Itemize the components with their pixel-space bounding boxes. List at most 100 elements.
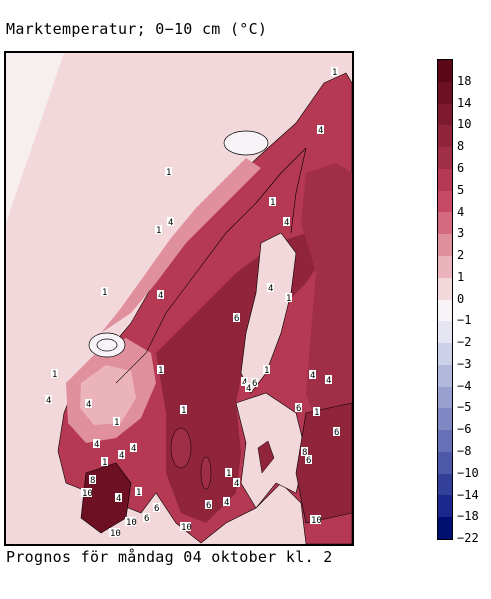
legend-label: −4 — [457, 378, 472, 393]
isotherm-label: 4 — [131, 444, 136, 454]
legend-swatch — [438, 255, 452, 279]
isotherm-label-bg — [157, 290, 164, 299]
cold-peak — [88, 332, 126, 358]
legend-label: −22 — [457, 531, 479, 546]
isotherm-label-bg — [331, 67, 338, 76]
isotherm-label-bg — [333, 427, 340, 436]
isotherm-label-bg — [205, 500, 212, 509]
isotherm-label-bg — [51, 369, 58, 378]
isotherm-label-bg — [301, 447, 308, 456]
legend-swatch — [438, 473, 452, 496]
legend-swatch — [438, 60, 452, 83]
isotherm-label-bg — [125, 517, 136, 526]
isotherm-label: 4 — [246, 384, 251, 394]
isotherm-label: 4 — [94, 440, 99, 450]
isotherm-label: 4 — [86, 400, 91, 410]
legend-label: 18 — [457, 73, 472, 88]
legend-swatch — [438, 451, 452, 475]
isotherm-label-bg — [113, 417, 120, 426]
isotherm-label-bg — [155, 225, 162, 234]
isotherm-label-bg — [153, 503, 160, 512]
isotherm-label: 1 — [158, 366, 163, 376]
lake-vattern — [200, 456, 212, 490]
baltic-states — [295, 402, 352, 524]
isotherm-label: 10 — [110, 529, 121, 539]
isotherm-label: 10 — [126, 518, 137, 528]
isotherm-label-bg — [285, 293, 292, 302]
isotherm-label: 1 — [156, 226, 161, 236]
isotherm-label-bg — [295, 403, 302, 412]
cold-peak-contour — [96, 338, 118, 352]
isotherm-label: 1 — [136, 488, 141, 498]
isotherm-label: 1 — [52, 370, 57, 380]
lake-vanern — [170, 427, 192, 469]
legend-swatch — [438, 147, 452, 170]
legend-label: 2 — [457, 248, 465, 263]
border-norway-sweden — [115, 147, 307, 384]
isotherm-label: 4 — [46, 396, 51, 406]
isotherm-label: 4 — [119, 451, 124, 461]
isotherm-label-bg — [165, 167, 172, 176]
border-sweden-finland — [290, 147, 307, 234]
legend-label: 10 — [457, 117, 472, 132]
legend-label: 8 — [457, 139, 465, 154]
legend-swatch — [438, 408, 452, 431]
gotland-island — [257, 440, 275, 474]
isotherm-label-bg — [45, 395, 52, 404]
legend-label: 5 — [457, 182, 465, 197]
isotherm-label-bg — [251, 378, 258, 387]
isotherm-label-bg — [101, 287, 108, 296]
isotherm-label-bg — [109, 528, 120, 537]
legend-label: −3 — [457, 356, 472, 371]
isotherm-label-bg — [167, 217, 174, 226]
isotherm-label-bg — [269, 197, 276, 206]
isotherm-label-bg — [245, 383, 252, 392]
legend-label: −1 — [457, 313, 472, 328]
finland-interior — [301, 163, 352, 473]
isotherm-label: 4 — [234, 479, 239, 489]
isotherm-label: 1 — [166, 168, 171, 178]
isotherm-label-bg — [115, 493, 122, 502]
isotherm-label: 1 — [226, 469, 231, 479]
isotherm-label: 1 — [114, 418, 119, 428]
isotherm-label-bg — [313, 407, 320, 416]
isotherm-label-bg — [180, 405, 187, 414]
mountain-core — [80, 365, 136, 425]
isotherm-label-bg — [135, 487, 142, 496]
legend-swatch — [438, 430, 452, 453]
legend-swatch — [438, 277, 452, 300]
legend-swatch — [438, 212, 452, 235]
isotherm-label: 6 — [306, 456, 311, 466]
isotherm-label-bg — [101, 457, 108, 466]
isotherm-label-bg — [309, 370, 316, 379]
legend-label: −10 — [457, 465, 479, 480]
isotherm-label-bg — [317, 125, 324, 134]
isotherm-label: 6 — [334, 428, 339, 438]
legend-swatch — [438, 386, 452, 409]
legend-swatch — [438, 190, 452, 213]
legend-swatch — [438, 125, 452, 148]
isotherm-label: 1 — [286, 294, 291, 304]
isotherm-label: 10 — [82, 489, 93, 499]
isotherm-label: 4 — [268, 284, 273, 294]
isotherm-label: 1 — [270, 198, 275, 208]
isotherm-label: 4 — [168, 218, 173, 228]
isotherm-label-bg — [225, 468, 232, 477]
legend-swatch — [438, 321, 452, 344]
isotherm-label-bg — [85, 399, 92, 408]
isotherm-label-bg — [263, 365, 270, 374]
isotherm-label: 4 — [242, 378, 247, 388]
legend-label: 3 — [457, 226, 465, 241]
legend-swatch — [438, 517, 452, 540]
isotherm-label-bg — [233, 313, 240, 322]
isotherm-label: 4 — [284, 218, 289, 228]
isotherm-label: 10 — [181, 523, 192, 533]
legend-label: −6 — [457, 422, 472, 437]
legend-swatch — [438, 364, 452, 388]
isotherm-label-bg — [267, 283, 274, 292]
isotherm-label-bg — [241, 377, 248, 386]
isotherm-label: 6 — [234, 314, 239, 324]
legend-swatch — [438, 495, 452, 518]
isotherm-label-bg — [157, 365, 164, 374]
isotherm-label: 4 — [318, 126, 323, 136]
